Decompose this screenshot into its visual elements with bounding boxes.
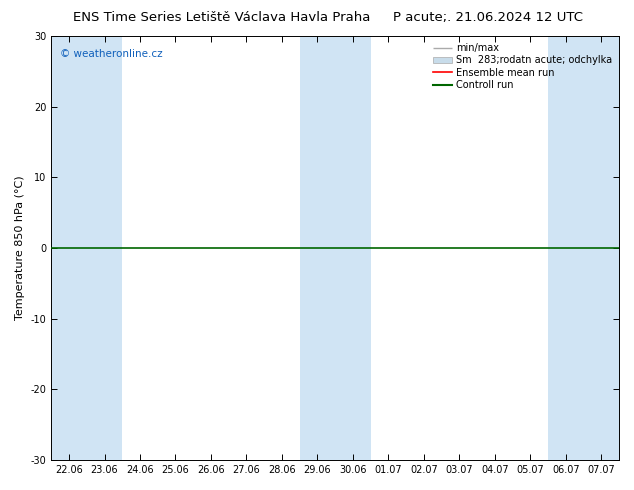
Text: P acute;. 21.06.2024 12 UTC: P acute;. 21.06.2024 12 UTC <box>393 11 583 24</box>
Bar <box>583 36 619 460</box>
Bar <box>335 36 371 460</box>
Text: © weatheronline.cz: © weatheronline.cz <box>60 49 162 59</box>
Y-axis label: Temperature 850 hPa (°C): Temperature 850 hPa (°C) <box>15 176 25 320</box>
Bar <box>548 36 583 460</box>
Legend: min/max, Sm  283;rodatn acute; odchylka, Ensemble mean run, Controll run: min/max, Sm 283;rodatn acute; odchylka, … <box>430 41 614 92</box>
Text: ENS Time Series Letiště Václava Havla Praha: ENS Time Series Letiště Václava Havla Pr… <box>73 11 371 24</box>
Bar <box>300 36 335 460</box>
Bar <box>87 36 122 460</box>
Bar <box>51 36 87 460</box>
